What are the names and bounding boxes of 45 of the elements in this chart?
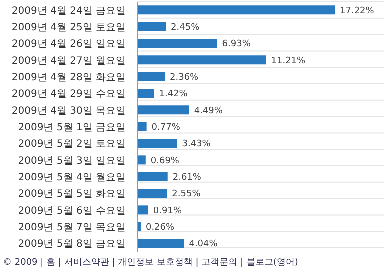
data-label: 0.69%: [150, 156, 180, 166]
y-tick-label: 2009년 5월 6일 수요일: [18, 206, 126, 217]
data-label: 2.36%: [170, 73, 200, 84]
bar: [138, 22, 166, 32]
bar: [138, 56, 266, 65]
y-tick-label: 2009년 5월 2일 토요일: [18, 139, 126, 150]
data-label: 2.61%: [172, 173, 202, 184]
text: © 2009 | 홈 | 서비스약관 | 개인정보 보호정책 | 고객문의 | 블로그(영어): [3, 257, 298, 269]
bar: [138, 206, 148, 215]
y-tick-label: 2009년 4월 25일 토요일: [12, 22, 126, 34]
bar: [138, 239, 184, 248]
y-tick-label: 2009년 4월 24일 금요일: [12, 6, 126, 17]
data-label: 0.77%: [152, 123, 181, 134]
data-label: 17.22%: [340, 6, 375, 16]
data-label: 11.21%: [271, 56, 306, 66]
y-tick-label: 2009년 4월 27일 월요일: [12, 56, 126, 67]
bar: [138, 122, 147, 132]
bar: [138, 39, 218, 48]
data-label: 1.42%: [159, 90, 188, 100]
data-label: 6.93%: [222, 40, 252, 50]
y-tick-label: 2009년 5월 3일 일요일: [18, 156, 126, 167]
y-tick-label: 2009년 4월 26일 일요일: [12, 39, 126, 50]
y-tick-label: 2009년 5월 5일 화요일: [18, 189, 126, 200]
bar: [138, 139, 178, 148]
y-tick-label: 2009년 5월 7일 목요일: [18, 222, 126, 234]
data-label: 0.91%: [153, 206, 182, 216]
y-tick-label: 2009년 5월 1일 금요일: [18, 122, 126, 134]
data-label: 4.04%: [189, 240, 218, 250]
data-label: 2.55%: [172, 190, 202, 200]
bar: [138, 72, 166, 82]
y-tick-label: 2009년 4월 29일 수요일: [12, 89, 126, 100]
data-label: 4.49%: [194, 106, 224, 116]
bar: [138, 89, 154, 98]
bar: [138, 189, 168, 198]
y-tick-label: 2009년 4월 28일 화요일: [12, 72, 126, 84]
bar: [138, 172, 168, 182]
bar: [138, 156, 146, 165]
bar: [138, 6, 336, 15]
data-label: 3.43%: [182, 140, 212, 150]
data-label: 0.26%: [146, 223, 176, 234]
y-tick-label: 2009년 5월 4일 월요일: [18, 172, 126, 184]
data-label: 2.45%: [171, 23, 200, 34]
bar: [138, 106, 190, 115]
y-tick-label: 2009년 5월 8일 금요일: [18, 239, 126, 250]
y-tick-label: 2009년 4월 30일 목요일: [12, 106, 126, 117]
